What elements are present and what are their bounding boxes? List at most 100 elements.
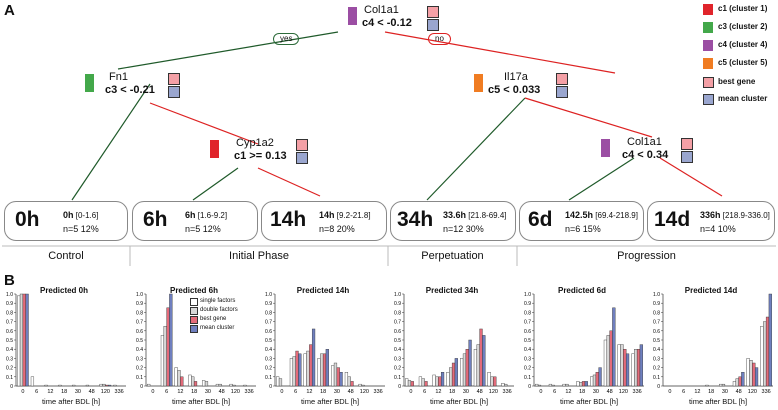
y-tick-label: 0.9 [6, 301, 13, 307]
x-tick-label: 336 [762, 389, 771, 395]
cluster-color-swatch [348, 7, 357, 25]
bar-single-factors [202, 380, 206, 387]
branch-cyp-6h [192, 167, 239, 201]
bar-double-factors [592, 374, 597, 387]
bar-mean-cluster [741, 371, 745, 387]
y-tick-label: 0.8 [265, 310, 272, 316]
mean-cluster-box [168, 86, 180, 98]
y-tick-label: 0.6 [653, 329, 660, 335]
bar-double-factors [579, 382, 583, 387]
bar-single-factors [732, 381, 737, 387]
bar-best-gene [752, 362, 756, 387]
leaf-range: [0-1.6] [75, 211, 99, 220]
bar-best-gene [451, 362, 456, 387]
node-gene: Fn1 [109, 71, 128, 83]
leaf-time: 142.5h [565, 210, 594, 220]
no-label: no [428, 33, 451, 45]
phase-progression: Progression [617, 250, 676, 262]
bar-double-factors [218, 383, 222, 387]
leaf-range: [9.2-21.8] [336, 211, 371, 220]
bar-single-factors [603, 339, 608, 387]
x-axis-label: time after BDL [h] [559, 397, 619, 406]
node-gene: Il17a [504, 71, 528, 83]
y-tick-label: 0.8 [524, 310, 531, 316]
leaf-time-range: 6h [1.6-9.2] [185, 210, 227, 220]
x-axis-label: time after BDL [h] [41, 397, 101, 406]
leaf-big-label: 14h [270, 208, 307, 231]
chart-predicted-6d: Predicted 6d 0 0.1 0.2 0.3 0.4 0.5 0.6 0.7 0.8 0.… [518, 286, 646, 410]
panel-a-label: A [4, 2, 15, 19]
bar-double-factors [163, 326, 167, 387]
branch-root-right [384, 31, 616, 74]
y-tick-label: 0.1 [6, 375, 13, 381]
y-tick-label: 0.6 [6, 329, 13, 335]
x-tick-label: 48 [348, 389, 354, 395]
x-tick-label: 12 [47, 389, 53, 395]
bar-double-factors [490, 376, 494, 387]
bar-best-gene [493, 376, 497, 387]
bar-single-factors [147, 383, 151, 387]
x-tick-label: 120 [748, 389, 757, 395]
bar-mean-cluster [584, 381, 588, 387]
y-tick-label: 1.0 [6, 292, 13, 298]
x-tick-label: 12 [435, 389, 441, 395]
bar-single-factors [174, 367, 178, 387]
x-tick-label: 0 [280, 389, 283, 395]
bar-double-factors [749, 360, 753, 387]
y-tick-label: 0.4 [265, 347, 272, 353]
x-tick-label: 48 [219, 389, 225, 395]
legend-label: mean cluster [718, 94, 768, 103]
x-tick-label: 120 [101, 389, 110, 395]
y-tick-label: 0.2 [265, 366, 272, 372]
x-tick-label: 12 [177, 389, 183, 395]
x-axis-label: time after BDL [h] [171, 397, 231, 406]
x-tick-label: 120 [619, 389, 628, 395]
best-gene-box [427, 6, 439, 18]
y-tick-label: 0 [528, 384, 531, 390]
x-tick-label: 18 [449, 389, 455, 395]
y-tick-label: 0.9 [524, 301, 531, 307]
x-tick-label: 48 [736, 389, 742, 395]
x-tick-label: 120 [360, 389, 369, 395]
x-tick-label: 336 [115, 389, 124, 395]
bar-best-gene [309, 344, 313, 387]
x-tick-label: 6 [35, 389, 38, 395]
node-gene: Cyp1a2 [236, 137, 274, 149]
leaf-count: n=8 20% [319, 224, 355, 234]
x-tick-label: 336 [374, 389, 383, 395]
bar-best-gene [609, 330, 613, 387]
y-tick-label: 0.1 [136, 375, 143, 381]
bar-single-factors [501, 383, 505, 387]
x-tick-label: 0 [409, 389, 412, 395]
bar-mean-cluster [311, 328, 316, 387]
y-tick-label: 0 [140, 384, 143, 390]
x-tick-label: 18 [579, 389, 585, 395]
bar-best-gene [438, 376, 442, 387]
branch-left-right [149, 102, 259, 145]
bar-double-factors [551, 384, 555, 387]
legend-item: c5 (cluster 5) [703, 58, 768, 69]
bar-single-factors [432, 374, 436, 387]
legend-swatch [703, 40, 713, 51]
node-gene: Col1a1 [364, 4, 399, 16]
bar-single-factors [617, 344, 621, 387]
bar-single-factors [188, 374, 192, 387]
legend-label: c5 (cluster 5) [718, 58, 768, 67]
y-tick-label: 0.6 [394, 329, 401, 335]
bar-single-factors [746, 358, 750, 387]
x-tick-label: 120 [231, 389, 240, 395]
x-tick-label: 18 [191, 389, 197, 395]
bar-single-factors [344, 371, 349, 387]
bar-best-gene [765, 316, 770, 387]
best-gene-box [168, 73, 180, 85]
bar-double-factors [292, 356, 296, 387]
phase-initial: Initial Phase [229, 250, 289, 262]
chart-plot: 0 0.1 0.2 0.3 0.4 0.5 0.6 0.7 0.8 0.9 1.0 0 6 12 18 30 4… [265, 292, 385, 395]
legend-label: best gene [718, 77, 756, 86]
node-gene: Col1a1 [627, 136, 662, 148]
bar-best-gene [166, 307, 170, 387]
bar-best-gene [105, 384, 109, 387]
x-tick-label: 6 [165, 389, 168, 395]
bar-double-factors [407, 380, 412, 387]
leaf-6d: 6d 142.5h [69.4-218.9] n=6 15% [519, 201, 644, 241]
